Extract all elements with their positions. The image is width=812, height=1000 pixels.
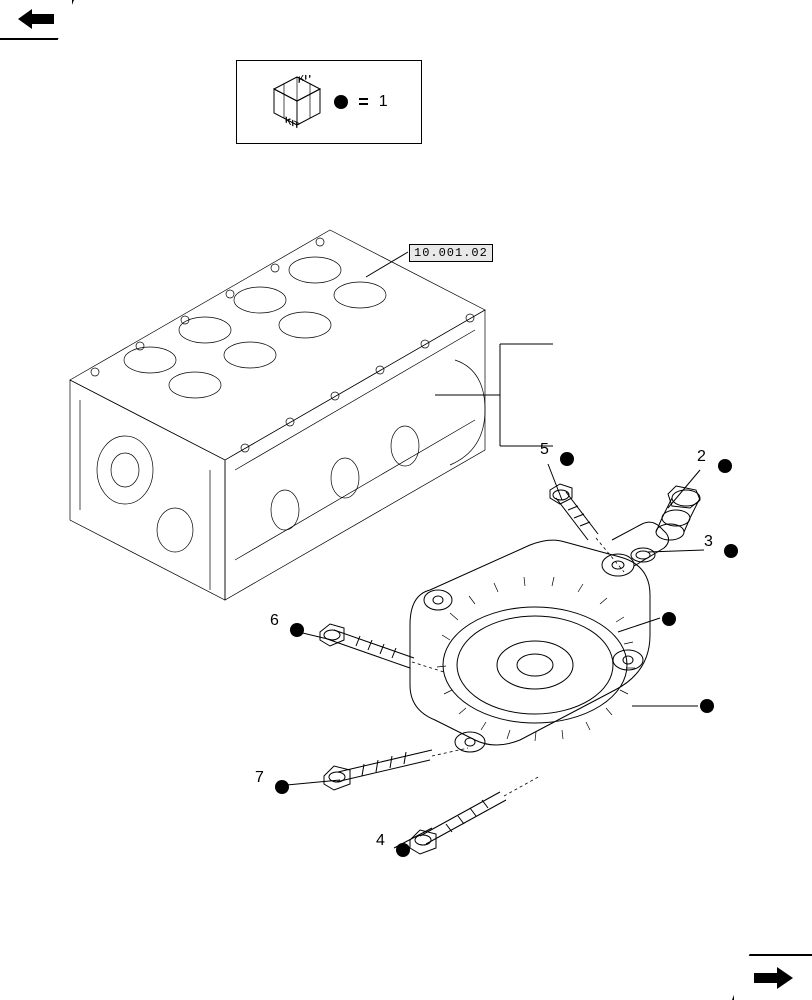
nav-next-icon xyxy=(751,964,795,992)
kit-box-icon: KIT KIT xyxy=(270,75,324,129)
bracket xyxy=(435,344,553,446)
bolt-6 xyxy=(320,624,414,668)
bolt-5 xyxy=(550,484,598,540)
kit-legend: KIT KIT = 1 xyxy=(236,60,422,144)
callout-4-dot-icon xyxy=(396,843,410,857)
callout-5-dot-icon xyxy=(560,452,574,466)
nav-prev-tab[interactable] xyxy=(0,0,74,40)
bolt-4 xyxy=(410,792,506,854)
callout-2: 2 xyxy=(697,448,706,466)
engine-block-outline xyxy=(70,230,485,600)
legend-equals: = xyxy=(358,92,369,113)
callout-5: 5 xyxy=(540,441,549,459)
nav-next-tab[interactable] xyxy=(732,954,812,1000)
nav-prev-icon xyxy=(16,7,56,31)
pump-marker-dot-2-icon xyxy=(662,612,676,626)
oil-pump xyxy=(410,522,669,752)
callout-3: 3 xyxy=(704,533,713,551)
callout-7-dot-icon xyxy=(275,780,289,794)
callout-6: 6 xyxy=(270,612,279,630)
legend-value: 1 xyxy=(379,93,388,111)
pump-marker-dot-1-icon xyxy=(700,699,714,713)
callout-7: 7 xyxy=(255,769,264,787)
relief-valve xyxy=(631,486,700,562)
callout-2-dot-icon xyxy=(718,459,732,473)
legend-dot-icon xyxy=(334,95,348,109)
callout-6-dot-icon xyxy=(290,623,304,637)
crankcase-ref-label: 10.001.02 xyxy=(409,244,493,262)
bolt-7 xyxy=(324,750,432,790)
page: KIT KIT = 1 10.001.02 xyxy=(0,0,812,1000)
callout-4: 4 xyxy=(376,832,385,850)
callout-3-dot-icon xyxy=(724,544,738,558)
